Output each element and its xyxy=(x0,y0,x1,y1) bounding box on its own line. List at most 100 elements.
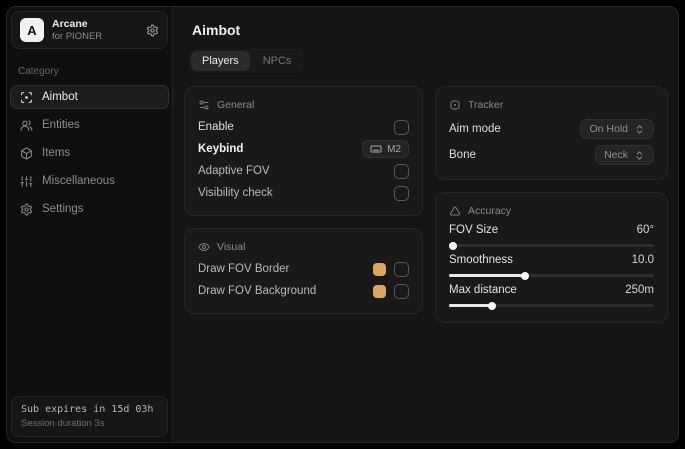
card-title: Tracker xyxy=(468,99,504,111)
setting-label: Aim mode xyxy=(449,123,501,135)
keyboard-icon xyxy=(370,143,382,155)
sidebar-item-label: Items xyxy=(42,147,71,159)
page-title: Aimbot xyxy=(192,22,241,38)
app-header: A Arcane for PIONER xyxy=(11,11,168,49)
users-icon xyxy=(20,119,33,132)
crosshair-scan-icon xyxy=(20,91,33,104)
setting-row-bone: Bone Neck xyxy=(449,142,654,168)
triangle-icon xyxy=(449,205,461,217)
card-tracker: Tracker Aim mode On Hold Bone xyxy=(435,86,668,180)
keybind-badge[interactable]: M2 xyxy=(362,140,409,158)
fov-border-checkbox[interactable] xyxy=(394,261,409,277)
session-duration-text: Session duration 3s xyxy=(21,418,105,429)
card-general-header: General xyxy=(198,99,409,111)
card-accuracy-header: Accuracy xyxy=(449,205,654,217)
setting-row-max-distance: Max distance 250m xyxy=(449,284,654,310)
cards-grid: General Enable Keybind M2 xyxy=(184,86,669,323)
setting-label: Bone xyxy=(449,149,476,161)
app-meta: Arcane for PIONER xyxy=(52,18,102,42)
sidebar-item-miscellaneous[interactable]: Miscellaneous xyxy=(10,169,169,193)
sidebar-item-settings[interactable]: Settings xyxy=(10,197,169,221)
setting-label: FOV Size xyxy=(449,224,499,236)
sidebar-item-label: Aimbot xyxy=(42,91,78,103)
slider-thumb[interactable] xyxy=(449,241,458,250)
setting-row-aim-mode: Aim mode On Hold xyxy=(449,116,654,142)
sidebar-nav: Aimbot Entities Items Miscellaneous xyxy=(10,85,169,221)
focus-icon xyxy=(449,99,461,111)
sidebar-item-aimbot[interactable]: Aimbot xyxy=(10,85,169,109)
setting-label: Draw FOV Background xyxy=(198,285,317,297)
category-label: Category xyxy=(18,66,59,77)
max-distance-slider[interactable] xyxy=(449,301,654,310)
slider-fill xyxy=(449,301,497,310)
slider-thumb[interactable] xyxy=(488,301,497,310)
setting-row-keybind: Keybind M2 xyxy=(198,138,409,160)
app-name: Arcane xyxy=(52,18,88,30)
enable-checkbox[interactable] xyxy=(394,119,409,135)
chevrons-up-down-icon xyxy=(634,150,645,161)
eye-icon xyxy=(198,241,210,253)
setting-controls xyxy=(373,261,409,277)
sidebar-item-entities[interactable]: Entities xyxy=(10,113,169,137)
sidebar-item-label: Entities xyxy=(42,119,80,131)
setting-row-visibility-check: Visibility check xyxy=(198,182,409,204)
card-visual-header: Visual xyxy=(198,241,409,253)
app-subtitle: for PIONER xyxy=(52,31,103,42)
max-distance-value: 250m xyxy=(625,284,654,296)
card-title: General xyxy=(217,99,255,111)
fov-border-color-swatch[interactable] xyxy=(373,262,386,276)
fov-size-value: 60° xyxy=(636,224,654,236)
sidebar-item-items[interactable]: Items xyxy=(10,141,169,165)
card-accuracy: Accuracy FOV Size 60° xyxy=(435,192,668,323)
visibility-check-checkbox[interactable] xyxy=(394,185,409,201)
smoothness-value: 10.0 xyxy=(631,254,654,266)
chevrons-up-down-icon xyxy=(634,124,645,135)
package-icon xyxy=(20,147,33,160)
keybind-value: M2 xyxy=(387,143,401,155)
card-tracker-header: Tracker xyxy=(449,99,654,111)
tab-players[interactable]: Players xyxy=(191,51,250,71)
setting-label: Keybind xyxy=(198,143,244,155)
sub-expiry-text: Sub expires in 15d 03h xyxy=(21,404,154,415)
setting-label: Draw FOV Border xyxy=(198,263,290,275)
slider-fill xyxy=(449,271,529,280)
card-visual: Visual Draw FOV Border Draw FOV Backgrou… xyxy=(184,228,423,314)
tab-npcs[interactable]: NPCs xyxy=(252,51,303,71)
fov-background-color-swatch[interactable] xyxy=(373,284,386,298)
setting-row-fov-border: Draw FOV Border xyxy=(198,258,409,280)
setting-label: Visibility check xyxy=(198,187,273,199)
sidebar-item-label: Miscellaneous xyxy=(42,175,115,187)
slider-fill xyxy=(449,241,458,250)
aim-mode-select[interactable]: On Hold xyxy=(580,119,654,139)
app-window: A Arcane for PIONER Category Aimbot xyxy=(6,6,679,443)
sidebar-item-label: Settings xyxy=(42,203,84,215)
setting-row-smoothness: Smoothness 10.0 xyxy=(449,254,654,280)
card-title: Visual xyxy=(217,241,246,253)
app-logo: A xyxy=(20,18,44,42)
main-panel: Aimbot Players NPCs General Enable xyxy=(173,7,678,442)
setting-label: Enable xyxy=(198,121,234,133)
left-column: General Enable Keybind M2 xyxy=(184,86,423,314)
right-column: Tracker Aim mode On Hold Bone xyxy=(435,86,668,323)
setting-label: Max distance xyxy=(449,284,517,296)
sliders-icon xyxy=(20,175,33,188)
adaptive-fov-checkbox[interactable] xyxy=(394,163,409,179)
setting-row-enable: Enable xyxy=(198,116,409,138)
smoothness-slider[interactable] xyxy=(449,271,654,280)
bone-select[interactable]: Neck xyxy=(595,145,654,165)
gear-icon[interactable] xyxy=(146,24,159,37)
card-title: Accuracy xyxy=(468,205,512,217)
card-general: General Enable Keybind M2 xyxy=(184,86,423,216)
setting-controls xyxy=(373,283,409,299)
aim-mode-value: On Hold xyxy=(589,123,628,135)
setting-row-fov-background: Draw FOV Background xyxy=(198,280,409,302)
fov-size-slider[interactable] xyxy=(449,241,654,250)
setting-label: Smoothness xyxy=(449,254,513,266)
bone-value: Neck xyxy=(604,149,628,161)
setting-row-fov-size: FOV Size 60° xyxy=(449,224,654,250)
settings-2-icon xyxy=(198,99,210,111)
slider-thumb[interactable] xyxy=(520,271,529,280)
setting-label: Adaptive FOV xyxy=(198,165,270,177)
fov-background-checkbox[interactable] xyxy=(394,283,409,299)
gear-icon xyxy=(20,203,33,216)
